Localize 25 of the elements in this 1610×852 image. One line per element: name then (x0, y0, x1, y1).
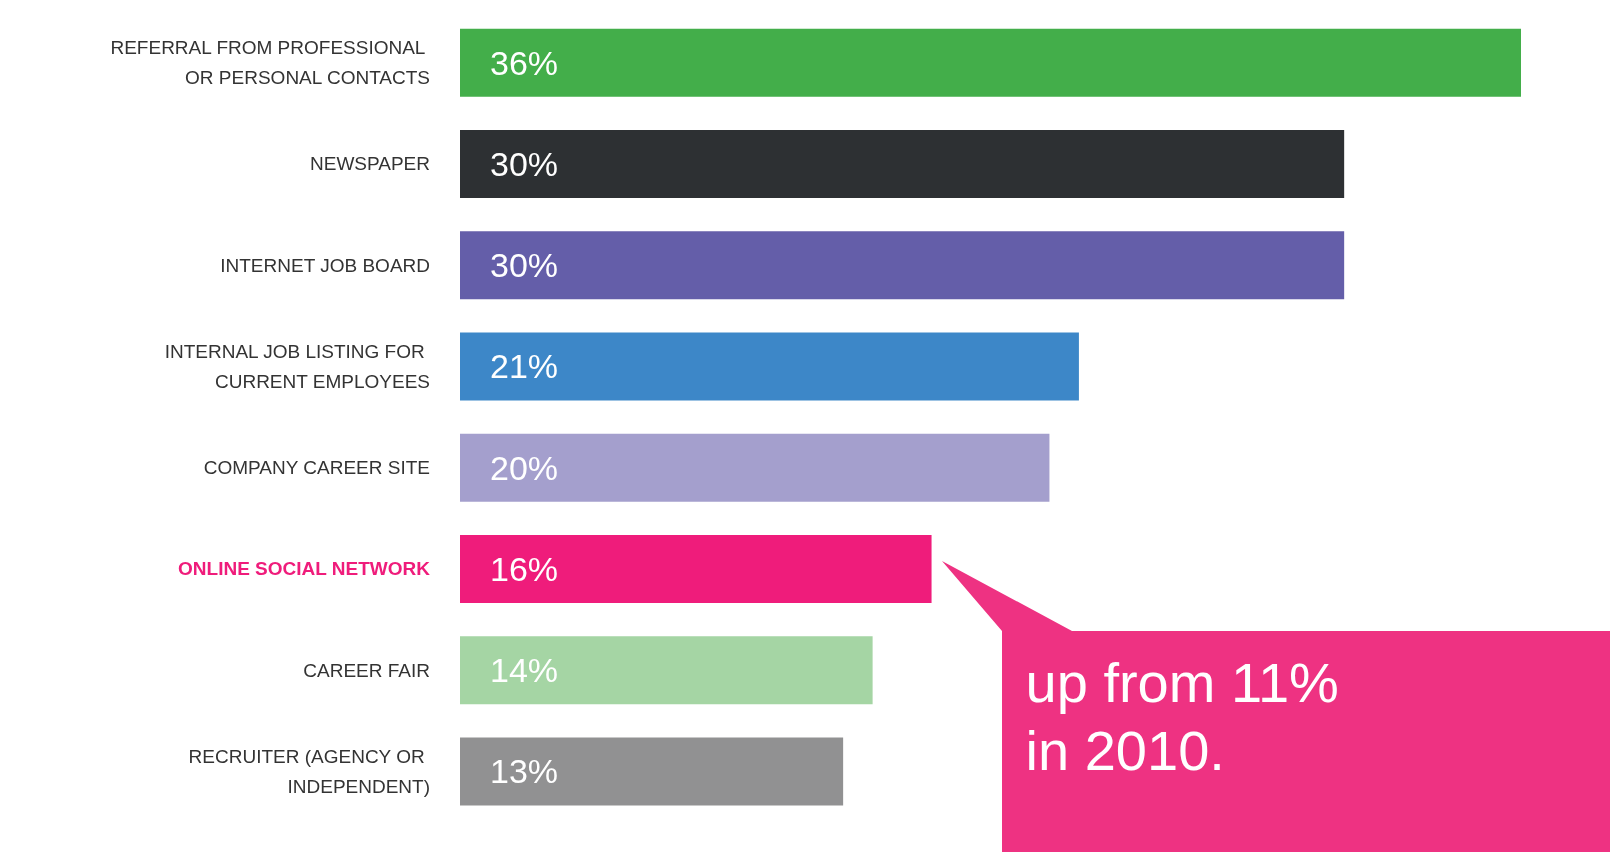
y-tick-label: INTERNAL JOB LISTING FOR CURRENT EMPLOYEES (164, 340, 430, 392)
data-label: 14% (490, 651, 559, 690)
bar (460, 231, 1345, 300)
data-label: 36% (490, 43, 559, 82)
annotation: up from 11% in 2010. (1025, 649, 1340, 784)
bar (460, 737, 844, 806)
data-label: 21% (490, 347, 559, 386)
bar (460, 332, 1079, 401)
data-label: 30% (490, 144, 559, 183)
y-tick-label: COMPANY CAREER SITE (203, 457, 430, 479)
y-tick-label: INTERNET JOB BOARD (220, 254, 430, 276)
y-tick-label: RECRUITER (AGENCY OR INDEPENDENT) (188, 745, 430, 797)
bar (460, 534, 932, 603)
data-label: 16% (490, 549, 559, 588)
data-label: 13% (490, 752, 559, 791)
bar (460, 28, 1521, 97)
bar (460, 129, 1345, 198)
data-label: 30% (490, 246, 559, 285)
y-tick-label: CAREER FAIR (303, 659, 430, 681)
y-tick-label: REFERRAL FROM PROFESSIONAL OR PERSONAL CONTACTS (110, 37, 430, 89)
y-tick-label: ONLINE SOCIAL NETWORK (178, 558, 431, 580)
y-tick-label: NEWSPAPER (309, 153, 430, 175)
bar (460, 433, 1050, 502)
data-label: 20% (490, 448, 559, 487)
bar (460, 636, 873, 705)
